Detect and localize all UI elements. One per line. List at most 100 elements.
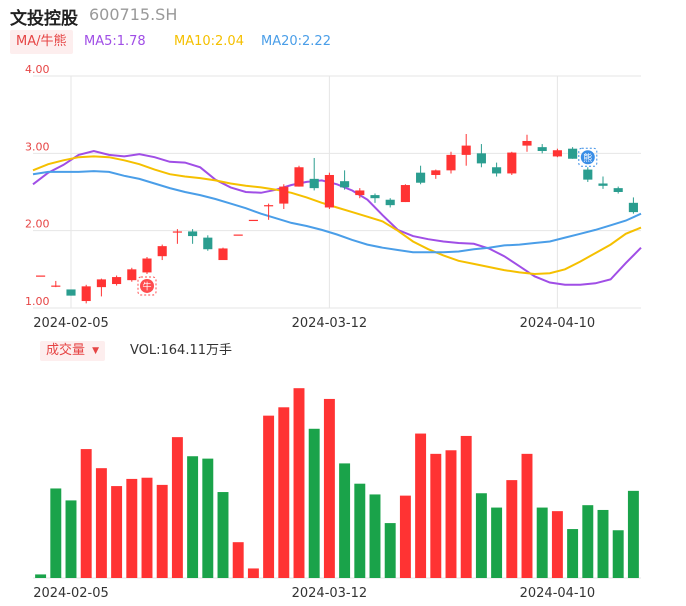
volume-bar [354, 483, 366, 578]
candle-body [81, 286, 91, 302]
candle-body [248, 219, 258, 222]
candle-body [264, 205, 274, 207]
volume-bar [171, 437, 183, 578]
date-tick-label: 2024-02-05 [33, 316, 109, 331]
candle-body [127, 269, 137, 281]
volume-bar [278, 407, 290, 578]
volume-bar [126, 478, 138, 578]
volume-bar [50, 488, 62, 578]
candle-body [568, 148, 578, 159]
candle-body [51, 285, 61, 287]
candle-body [476, 153, 486, 164]
volume-bar [567, 529, 579, 578]
candle-body [355, 190, 365, 196]
volume-badge-label: 成交量 [46, 343, 86, 358]
volume-bar [415, 433, 427, 578]
marker-frame [137, 276, 157, 296]
candle-body [598, 183, 608, 186]
volume-bar [247, 568, 259, 578]
volume-bar [80, 449, 92, 578]
volume-bar [536, 507, 548, 578]
volume-bar [369, 494, 381, 578]
volume-bar [323, 398, 335, 578]
bull-marker-icon [140, 278, 154, 293]
volume-bar [582, 505, 594, 578]
candle-body [461, 145, 471, 155]
moving-average-lines [32, 149, 642, 286]
candle-body [507, 152, 517, 174]
volume-bar [627, 490, 639, 578]
candle-body [172, 231, 182, 233]
volume-bar [187, 456, 199, 578]
ma5-legend: MA5:1.78 [84, 34, 146, 49]
ma20-line [32, 170, 642, 254]
candle-body [66, 289, 76, 296]
volume-bar [95, 468, 107, 578]
candlesticks [36, 134, 638, 304]
volume-bar [430, 453, 442, 578]
volume-date-tick-label: 2024-04-10 [520, 586, 596, 601]
candle-body [385, 199, 395, 206]
candle-body [552, 150, 562, 157]
volume-bar [308, 428, 320, 578]
volume-indicator-selector[interactable]: 成交量 ▼ [40, 341, 106, 361]
volume-date-tick-label: 2024-03-12 [292, 586, 368, 601]
volume-bar [293, 388, 305, 578]
stock-name: 文投控股 [10, 9, 78, 29]
price-grid [33, 75, 641, 309]
candle-body [112, 277, 122, 285]
candle-body [400, 185, 410, 203]
volume-bar [460, 435, 472, 578]
candle-body [157, 246, 167, 257]
candle-body [203, 237, 213, 250]
price-tick-label: 1.00 [25, 295, 50, 308]
volume-bar [475, 493, 487, 578]
marker-label: 熊 [583, 152, 592, 164]
ma-indicator-selector[interactable]: MA/牛熊 [10, 30, 73, 54]
volume-bar [111, 486, 123, 578]
candle-body [279, 186, 289, 204]
volume-bars [33, 388, 641, 579]
volume-bar [263, 415, 275, 578]
ma20-legend: MA20:2.22 [261, 34, 331, 49]
price-tick-label: 2.00 [25, 218, 50, 231]
candle-body [446, 154, 456, 171]
volume-bar [384, 523, 396, 578]
candle-body [142, 258, 152, 273]
volume-bar [35, 574, 47, 578]
candle-body [233, 234, 243, 236]
volume-bar [232, 542, 244, 578]
candle-body [416, 172, 426, 183]
candle-body [218, 248, 228, 261]
marker-frame [578, 147, 598, 167]
candle-body [583, 169, 593, 180]
ma10-legend: MA10:2.04 [174, 34, 244, 49]
volume-bar [551, 511, 563, 578]
volume-date-tick-label: 2024-02-05 [33, 586, 109, 601]
volume-bar [445, 450, 457, 578]
volume-bar [202, 458, 214, 578]
volume-bar [612, 530, 624, 578]
price-axis-labels: 1.00 2.00 3.00 4.00 [25, 63, 50, 308]
candle-body [431, 170, 441, 175]
price-tick-label: 3.00 [25, 140, 50, 153]
volume-bar [521, 453, 533, 578]
date-tick-label: 2024-04-10 [520, 316, 596, 331]
candle-body [628, 202, 638, 213]
volume-bar [65, 500, 77, 578]
candle-body [340, 181, 350, 188]
volume-value: VOL:164.11万手 [130, 343, 233, 358]
candle-body [324, 174, 334, 208]
volume-bar [506, 480, 518, 578]
bull-bear-markers: 牛熊 [137, 147, 598, 296]
candle-body [36, 275, 46, 277]
date-tick-label: 2024-03-12 [292, 316, 368, 331]
volume-bar [141, 477, 153, 578]
bear-marker-icon [580, 150, 595, 165]
candle-body [370, 195, 380, 199]
volume-bar [156, 484, 168, 578]
candle-body [294, 167, 304, 187]
candle-body [537, 147, 547, 152]
volume-date-axis-labels: 2024-02-05 2024-03-12 2024-04-10 [33, 586, 595, 601]
